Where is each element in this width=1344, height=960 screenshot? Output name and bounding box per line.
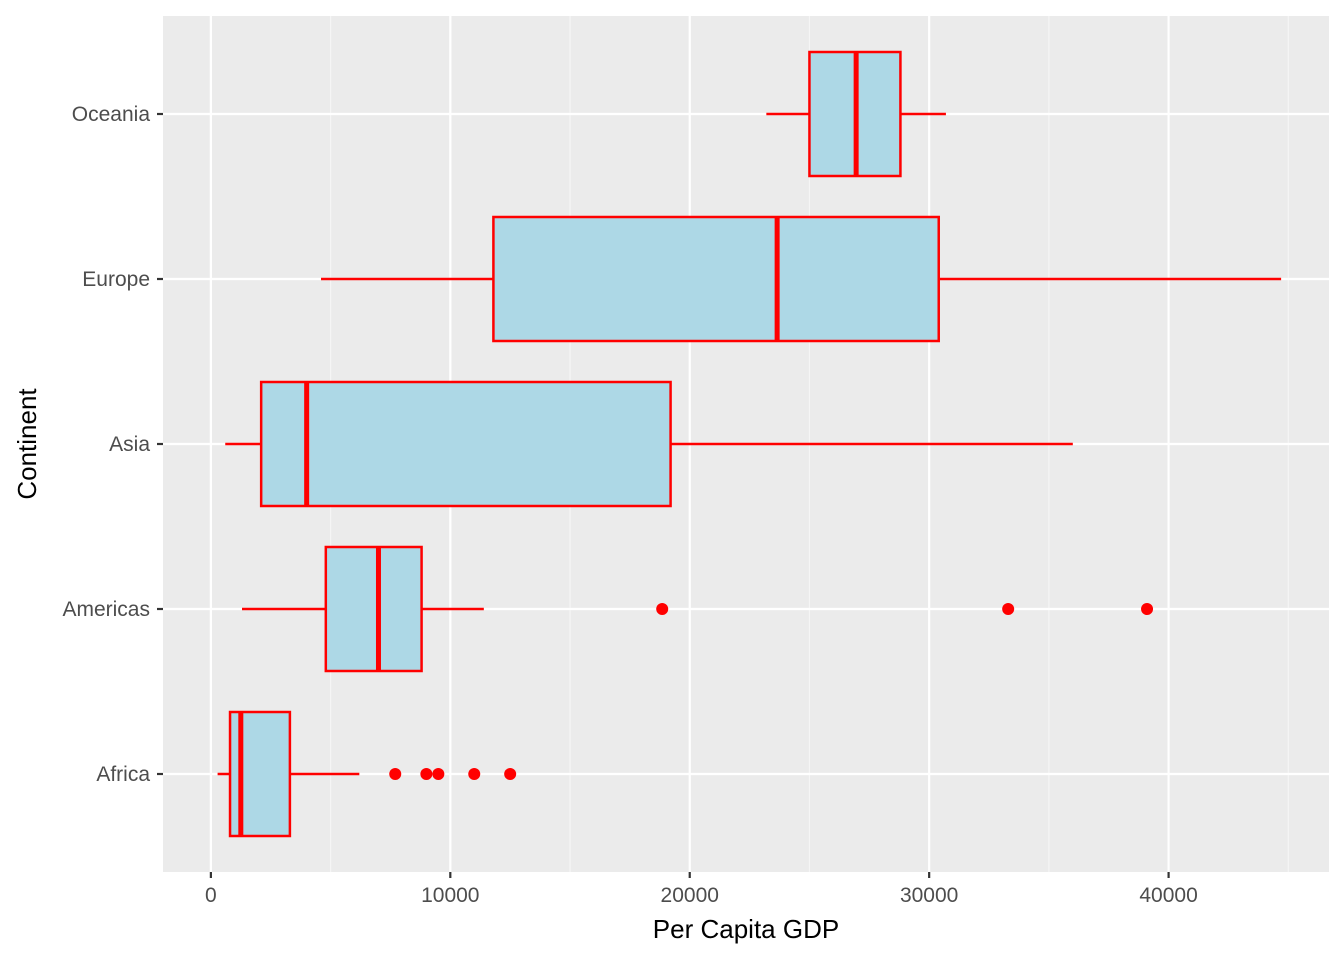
outlier-point — [656, 603, 669, 615]
y-axis-title: Continent — [12, 388, 42, 500]
box-iqr — [492, 215, 940, 343]
outlier-point — [1002, 603, 1015, 615]
x-tick-label: 30000 — [900, 884, 958, 907]
box-europe — [321, 215, 1282, 343]
outlier-point — [504, 768, 517, 780]
box-iqr — [259, 380, 672, 508]
box-series — [217, 50, 1282, 838]
outlier-point — [432, 768, 445, 780]
x-tick-label: 10000 — [421, 884, 479, 907]
y-tick-label: Oceania — [72, 103, 151, 126]
box-asia — [225, 380, 1073, 508]
y-tick-label: Europe — [82, 268, 150, 291]
outlier-point — [468, 768, 481, 780]
x-axis: 0 10000 20000 30000 40000 — [205, 872, 1198, 907]
outlier-point — [420, 768, 433, 780]
x-axis-title: Per Capita GDP — [653, 914, 839, 944]
box-americas — [242, 545, 1154, 673]
box-africa — [217, 710, 517, 838]
box-oceania — [766, 50, 946, 178]
x-tick-label: 20000 — [661, 884, 719, 907]
outlier-point — [389, 768, 402, 780]
y-tick-label: Africa — [96, 763, 150, 786]
y-axis: Africa Americas Asia Europe Oceania — [62, 103, 163, 786]
x-tick-label: 40000 — [1139, 884, 1197, 907]
y-tick-label: Asia — [109, 433, 150, 456]
x-tick-label: 0 — [205, 884, 217, 907]
y-tick-label: Americas — [62, 598, 150, 621]
box-iqr — [324, 545, 423, 673]
outlier-point — [1141, 603, 1154, 615]
